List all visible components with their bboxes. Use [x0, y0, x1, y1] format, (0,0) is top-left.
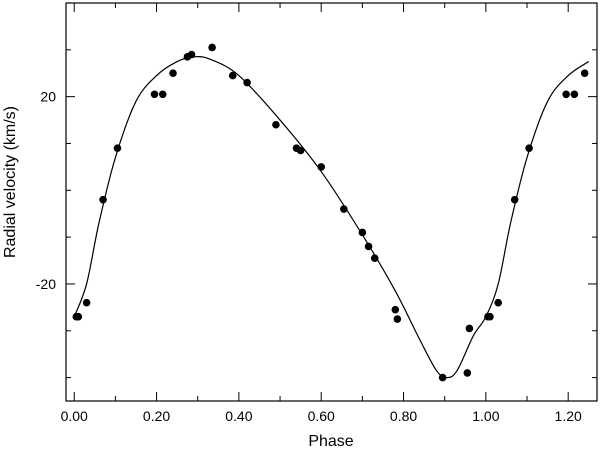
- data-point: [272, 120, 280, 129]
- model-curve: [73, 55, 590, 379]
- data-point: [243, 78, 251, 87]
- data-point: [393, 315, 402, 323]
- data-point: [364, 242, 373, 251]
- y-axis-label: Radial velocity (km/s): [2, 106, 19, 258]
- data-point: [463, 369, 472, 377]
- data-point: [510, 195, 519, 204]
- axis-tick-labels: 0.00 0.20 0.40 0.60 0.80 1.00 1.20 20 -20: [36, 89, 582, 424]
- x-tick-label: 0.20: [143, 408, 170, 424]
- data-point: [570, 90, 579, 99]
- data-point: [438, 373, 447, 382]
- data-point: [228, 71, 237, 80]
- data-point: [317, 163, 326, 171]
- x-tick-label: 0.60: [308, 408, 335, 424]
- data-points: [72, 43, 589, 382]
- data-point: [150, 90, 159, 99]
- x-axis-label: Phase: [308, 433, 353, 450]
- y-tick-label: -20: [36, 276, 56, 292]
- data-point: [486, 312, 494, 321]
- data-point: [391, 305, 400, 314]
- data-point: [494, 298, 503, 307]
- x-tick-label: 0.80: [390, 408, 417, 424]
- data-point: [340, 205, 348, 213]
- data-point: [370, 254, 379, 262]
- data-point: [562, 90, 570, 99]
- data-point: [525, 144, 533, 152]
- data-point: [113, 144, 122, 152]
- data-point: [358, 228, 367, 237]
- data-point: [465, 324, 474, 333]
- x-tick-label: 0.00: [61, 408, 88, 424]
- x-tick-label: 0.40: [225, 408, 252, 424]
- data-point: [187, 50, 196, 59]
- data-point: [296, 146, 305, 155]
- data-point: [158, 90, 167, 99]
- data-point: [208, 43, 216, 52]
- x-tick-label: 1.20: [555, 408, 582, 424]
- x-tick-label: 1.00: [472, 408, 499, 424]
- y-tick-label: 20: [40, 89, 56, 105]
- data-point: [169, 69, 177, 78]
- axis-ticks: [66, 3, 597, 401]
- plot-frame: [65, 2, 598, 402]
- data-point: [74, 312, 83, 321]
- data-point: [82, 298, 91, 307]
- data-point: [99, 195, 107, 204]
- data-point: [580, 69, 589, 78]
